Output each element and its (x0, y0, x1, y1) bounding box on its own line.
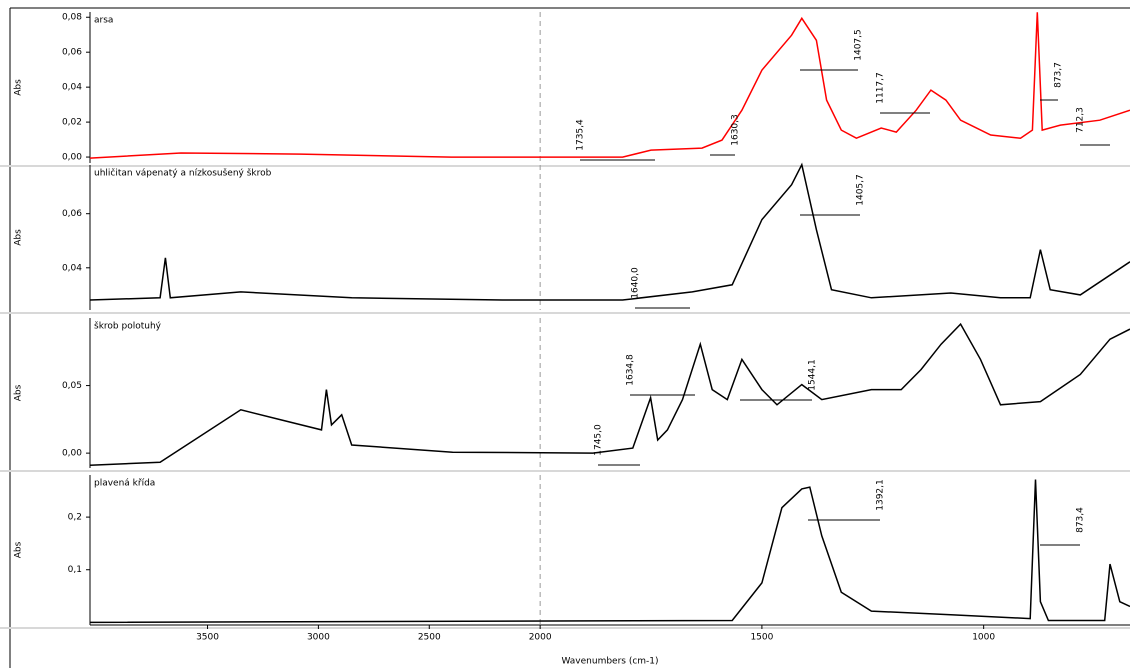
y-axis-label: Abs (14, 541, 24, 558)
x-tick-label: 3500 (196, 633, 219, 643)
x-tick-label: 1500 (750, 633, 773, 643)
y-tick-label: 0,08 (62, 13, 82, 23)
peak-label: 712,3 (1076, 107, 1086, 133)
peak-label: 1392,1 (876, 479, 886, 511)
peak-label: 1640,0 (631, 267, 641, 299)
spectrum-line (89, 12, 1130, 159)
panel-title: škrob polotuhý (94, 321, 162, 332)
peak-label: 1405,7 (856, 174, 866, 206)
spectrum-line (89, 322, 1130, 467)
peak-label: 1117,7 (876, 72, 886, 104)
panel-title: plavená křída (94, 479, 155, 489)
peak-label: 1544,1 (808, 359, 818, 391)
x-axis-label: Wavenumbers (cm-1) (561, 657, 658, 667)
peak-label: 873,4 (1076, 507, 1086, 533)
y-axis-label: Abs (14, 229, 24, 246)
peak-label: 1630,3 (731, 114, 741, 146)
y-tick-label: 0,00 (62, 153, 82, 163)
y-tick-label: 0,05 (62, 381, 82, 391)
peak-label: 1745,0 (594, 424, 604, 456)
peak-label: 1735,4 (576, 119, 586, 151)
panel-title: uhličitan vápenatý a nízkosušený škrob (94, 168, 272, 179)
y-tick-label: 0,02 (62, 118, 82, 128)
x-tick-label: 2500 (418, 633, 441, 643)
spectrum-line (89, 162, 1130, 301)
y-tick-label: 0,04 (62, 263, 82, 273)
y-tick-label: 0,1 (68, 565, 82, 575)
peak-label: 873,7 (1054, 62, 1064, 88)
panel-title: arsa (94, 16, 113, 26)
y-axis-label: Abs (14, 384, 24, 401)
y-axis-label: Abs (14, 79, 24, 96)
x-tick-label: 3000 (307, 633, 330, 643)
y-tick-label: 0,00 (62, 449, 82, 459)
spectrum-line (89, 479, 1130, 624)
x-tick-label: 2000 (529, 633, 552, 643)
peak-label: 1634,8 (626, 354, 636, 386)
y-tick-label: 0,2 (68, 513, 82, 523)
x-tick-label: 1000 (972, 633, 995, 643)
y-tick-label: 0,06 (62, 48, 82, 58)
y-tick-label: 0,06 (62, 209, 82, 219)
y-tick-label: 0,04 (62, 83, 82, 93)
peak-label: 1407,5 (854, 29, 864, 61)
